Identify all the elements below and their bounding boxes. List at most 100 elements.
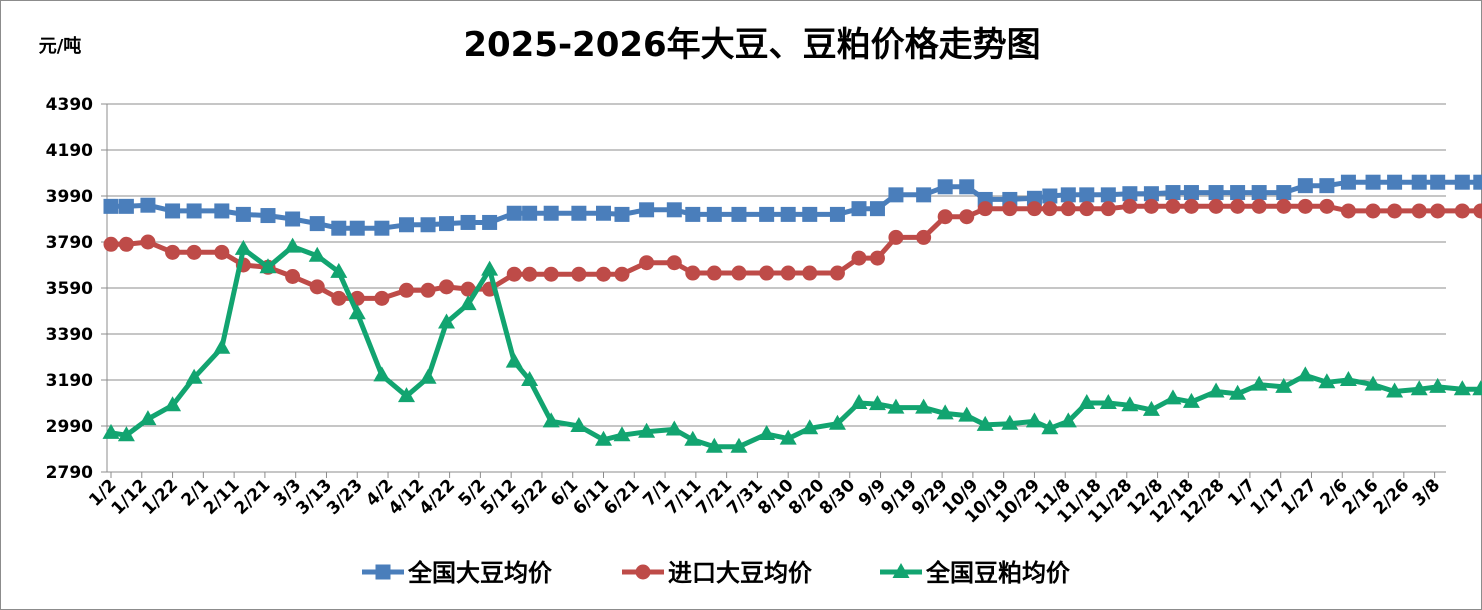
data-point-triangle <box>915 398 933 414</box>
data-point-square <box>959 179 975 195</box>
x-tick-label: 1/22 <box>138 475 182 519</box>
data-point-triangle <box>1453 380 1471 396</box>
data-point-triangle <box>665 420 683 436</box>
data-point-square <box>1026 190 1042 206</box>
data-point-triangle <box>185 368 203 384</box>
data-point-triangle <box>801 419 819 435</box>
data-point-square <box>1143 186 1159 202</box>
data-point-circle <box>1251 198 1267 214</box>
data-point-triangle <box>958 406 976 422</box>
data-point-square <box>1473 174 1482 190</box>
data-point-square <box>165 203 181 219</box>
data-point-circle <box>731 265 747 281</box>
data-point-circle <box>543 266 559 282</box>
data-point-triangle <box>595 430 613 446</box>
data-point-triangle <box>1339 371 1357 386</box>
data-point-circle <box>802 265 818 281</box>
data-point-triangle <box>481 260 499 276</box>
data-point-square <box>1297 178 1313 194</box>
data-point-square <box>260 208 276 224</box>
data-point-circle <box>140 234 156 250</box>
legend-label: 全国大豆均价 <box>407 559 553 587</box>
x-tick-label: 6/21 <box>600 475 644 519</box>
data-point-triangle <box>850 394 868 409</box>
data-point-square <box>118 198 134 214</box>
data-point-circle <box>1340 203 1356 219</box>
data-point-square <box>1042 188 1058 204</box>
data-point-circle <box>1042 201 1058 217</box>
data-point-triangle <box>459 295 477 311</box>
data-point-circle <box>596 266 612 282</box>
data-point-triangle <box>284 237 302 253</box>
data-point-triangle <box>164 396 182 412</box>
data-point-square <box>1454 174 1470 190</box>
data-point-square <box>374 220 390 236</box>
data-point-square <box>235 206 251 222</box>
data-point-triangle <box>1121 396 1139 412</box>
data-point-triangle <box>1275 377 1293 393</box>
data-point-triangle <box>1229 384 1247 400</box>
data-point-square <box>439 216 455 232</box>
y-axis-ticks: 2790 2990 3190 3390 3590 3790 3990 4190 4390 <box>46 95 107 483</box>
data-point-square <box>1319 178 1335 194</box>
data-point-circle <box>635 564 651 580</box>
data-point-circle <box>460 281 476 297</box>
data-point-circle <box>1026 201 1042 217</box>
legend-item: 进口大豆均价 <box>622 559 813 587</box>
data-point-triangle <box>613 426 631 442</box>
data-point-circle <box>1122 198 1138 214</box>
data-point-triangle <box>1182 392 1200 408</box>
data-point-square <box>331 220 347 236</box>
data-point-triangle <box>892 563 910 578</box>
data-point-triangle <box>730 437 748 453</box>
data-point-triangle <box>438 313 456 329</box>
y-tick-label: 2790 <box>46 463 93 483</box>
data-point-triangle <box>1142 400 1160 416</box>
data-point-circle <box>759 265 775 281</box>
data-point-triangle <box>868 395 886 411</box>
data-point-square <box>1230 185 1246 201</box>
data-point-triangle <box>1164 389 1182 405</box>
data-point-circle <box>374 290 390 306</box>
data-point-square <box>916 187 932 203</box>
data-point-triangle <box>684 430 702 446</box>
data-point-triangle <box>828 414 846 430</box>
data-point-triangle <box>419 368 437 384</box>
legend-item: 全国大豆均价 <box>362 559 553 587</box>
data-point-circle <box>937 209 953 225</box>
y-tick-label: 3790 <box>46 233 93 253</box>
data-point-triangle <box>779 429 797 445</box>
data-point-circle <box>309 279 325 295</box>
data-point-triangle <box>1410 380 1428 396</box>
y-tick-label: 3390 <box>46 325 93 345</box>
data-point-square <box>571 205 587 221</box>
data-point-square <box>1411 174 1427 190</box>
data-point-circle <box>285 269 301 284</box>
data-point-triangle <box>1472 380 1482 396</box>
series-circle <box>103 198 1482 306</box>
data-point-circle <box>614 266 630 282</box>
gridlines <box>107 103 1446 427</box>
data-point-triangle <box>976 415 994 431</box>
y-tick-label: 3990 <box>46 187 93 207</box>
data-point-square <box>1251 185 1267 201</box>
x-tick-label: 3/8 <box>1409 475 1444 510</box>
data-point-triangle <box>570 417 588 432</box>
data-point-triangle <box>398 387 416 403</box>
data-point-square <box>666 202 682 218</box>
data-point-triangle <box>1025 412 1043 428</box>
data-point-triangle <box>1207 382 1225 398</box>
data-point-circle <box>959 209 975 225</box>
data-point-circle <box>1060 201 1076 217</box>
data-point-square <box>103 198 119 214</box>
data-point-circle <box>1365 203 1381 219</box>
data-point-circle <box>118 236 134 252</box>
data-point-square <box>420 217 436 233</box>
data-point-triangle <box>758 425 776 441</box>
data-point-circle <box>706 265 722 281</box>
data-point-square <box>706 206 722 222</box>
data-point-triangle <box>139 410 157 426</box>
data-point-circle <box>780 265 796 281</box>
data-point-square <box>140 197 156 213</box>
